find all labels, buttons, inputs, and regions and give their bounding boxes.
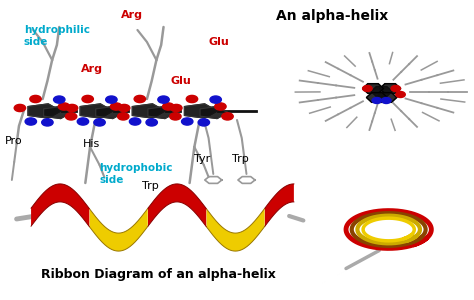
Polygon shape (207, 208, 264, 251)
Circle shape (391, 85, 401, 91)
Polygon shape (265, 184, 294, 226)
Circle shape (42, 119, 53, 126)
Polygon shape (44, 106, 71, 119)
Circle shape (382, 98, 391, 103)
Polygon shape (80, 104, 113, 118)
Circle shape (54, 96, 65, 103)
Text: Glu: Glu (209, 37, 229, 47)
Text: hydrophilic
side: hydrophilic side (24, 25, 90, 47)
Circle shape (106, 96, 117, 103)
Circle shape (110, 103, 122, 110)
Circle shape (66, 104, 78, 112)
Polygon shape (366, 93, 387, 102)
Circle shape (77, 118, 89, 125)
Polygon shape (31, 184, 89, 226)
Polygon shape (200, 106, 228, 119)
Circle shape (65, 113, 77, 120)
Circle shape (171, 104, 182, 112)
Polygon shape (184, 104, 217, 118)
Text: Arg: Arg (121, 10, 143, 20)
Circle shape (186, 95, 198, 103)
Polygon shape (148, 184, 206, 226)
Circle shape (118, 104, 130, 112)
Text: Trp: Trp (142, 181, 159, 191)
Circle shape (163, 103, 174, 110)
Circle shape (30, 95, 41, 103)
Circle shape (170, 113, 181, 120)
Circle shape (222, 113, 233, 120)
Circle shape (134, 95, 146, 103)
Circle shape (94, 119, 105, 126)
Polygon shape (96, 106, 123, 119)
Circle shape (396, 92, 405, 98)
Text: Arg: Arg (81, 64, 102, 74)
Polygon shape (363, 84, 383, 93)
Text: Trp: Trp (232, 154, 249, 164)
Polygon shape (28, 104, 61, 118)
Circle shape (182, 118, 193, 125)
Polygon shape (380, 84, 401, 93)
Text: Tyr: Tyr (194, 154, 210, 164)
Text: His: His (83, 139, 100, 149)
Polygon shape (371, 87, 392, 96)
Text: Ribbon Diagram of an alpha-helix: Ribbon Diagram of an alpha-helix (41, 268, 276, 281)
Circle shape (372, 98, 382, 103)
Circle shape (215, 103, 226, 110)
Text: Glu: Glu (171, 76, 191, 86)
Polygon shape (148, 106, 175, 119)
Circle shape (158, 96, 169, 103)
Polygon shape (90, 208, 148, 251)
Polygon shape (376, 93, 397, 102)
Circle shape (129, 118, 141, 125)
Circle shape (363, 85, 372, 91)
Circle shape (118, 113, 129, 120)
Circle shape (14, 104, 26, 112)
Polygon shape (132, 104, 165, 118)
Circle shape (198, 119, 210, 126)
Text: hydrophobic
side: hydrophobic side (100, 163, 173, 185)
Circle shape (82, 95, 93, 103)
Circle shape (146, 119, 157, 126)
Circle shape (58, 103, 70, 110)
Text: Pro: Pro (5, 136, 22, 146)
Circle shape (25, 118, 36, 125)
Text: An alpha-helix: An alpha-helix (276, 9, 388, 23)
Circle shape (210, 96, 221, 103)
